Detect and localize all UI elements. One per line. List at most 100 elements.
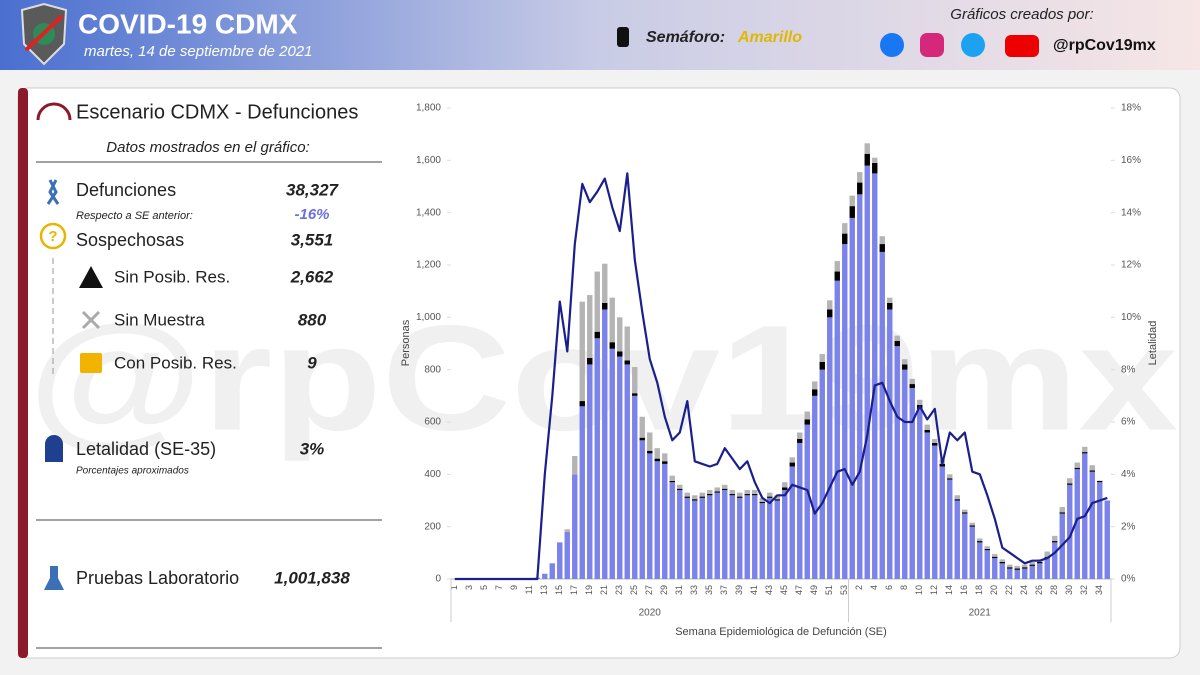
bar-segment [1067, 484, 1073, 579]
y-tick-label: 400 [424, 469, 441, 480]
bar-segment [714, 492, 720, 579]
x-tick-label: 10 [914, 585, 924, 595]
bar-segment [834, 271, 840, 281]
x-tick-label: 24 [1019, 585, 1029, 595]
bar-segment [1044, 551, 1050, 557]
bar-segment [1089, 470, 1095, 472]
bar-segment [924, 432, 930, 579]
bar-segment [662, 461, 668, 464]
bar-segment [864, 153, 870, 166]
bar-segment [1029, 561, 1035, 565]
bar-segment [729, 493, 735, 496]
x-tick-label: 16 [959, 585, 969, 595]
traffic-light-icon [617, 27, 629, 47]
bar-segment [609, 342, 615, 349]
youtube-icon[interactable] [1005, 35, 1039, 57]
letalidad-value: 3% [300, 439, 325, 458]
x-tick-label: 7 [494, 585, 504, 590]
bar-segment [1029, 564, 1035, 566]
bar-segment [782, 487, 788, 491]
bar-segment [602, 309, 608, 579]
x-icon [81, 310, 101, 330]
x-tick-label: 11 [524, 585, 534, 594]
bar-segment [917, 399, 923, 405]
bar-segment [744, 493, 750, 496]
bar-segment [1052, 542, 1058, 579]
x-tick-label: 8 [899, 585, 909, 590]
chart: Personas Letalidad Semana Epidemiológica… [400, 103, 1159, 638]
respecto-value: -16% [294, 206, 329, 223]
bar-segment [759, 503, 765, 579]
bar-segment [639, 437, 645, 441]
bar-segment [887, 297, 893, 303]
bar-segment [617, 317, 623, 352]
bar-segment [737, 497, 743, 579]
bar-segment [752, 495, 758, 579]
bar-segment [737, 496, 743, 498]
bar-segment [1074, 469, 1080, 579]
x-tick-label: 15 [554, 585, 564, 595]
y2-tick-label: 2% [1121, 521, 1136, 532]
bar-segment [767, 497, 773, 579]
panel-title: Escenario CDMX - Defunciones [76, 101, 358, 123]
bar-segment [804, 424, 810, 579]
y-tick-label: 600 [424, 417, 441, 428]
bar-segment [729, 495, 735, 579]
bar-segment [669, 475, 675, 481]
bar-segment [992, 558, 998, 579]
bar-segment [662, 463, 668, 579]
bar-segment [624, 326, 630, 361]
bar-segment [1007, 564, 1013, 568]
bar-segment [842, 223, 848, 234]
bar-segment [947, 479, 953, 579]
y2-tick-label: 18% [1121, 103, 1141, 114]
bar-segment [954, 499, 960, 501]
bar-segment [872, 173, 878, 579]
bar-segment [684, 497, 690, 579]
facebook-icon[interactable] [880, 33, 904, 57]
bar-segment [774, 495, 780, 500]
bar-segment [842, 244, 848, 580]
bar-segment [939, 466, 945, 579]
bar-segment [977, 541, 983, 543]
bar-segment [632, 393, 638, 396]
bar-segment [1067, 478, 1073, 484]
defunciones-label: Defunciones [76, 180, 176, 200]
bar-segment [617, 351, 623, 357]
bar-segment [834, 280, 840, 579]
bar-segment [1089, 471, 1095, 579]
twitter-icon[interactable] [961, 33, 985, 57]
bar-segment [872, 157, 878, 163]
y2-axis-title: Letalidad [1147, 321, 1159, 366]
x-tick-label: 17 [569, 585, 579, 595]
x-tick-label: 53 [839, 585, 849, 595]
bar-segment [579, 406, 585, 579]
bar-segment [557, 542, 563, 579]
bar-segment [669, 480, 675, 483]
flask-icon [44, 566, 64, 590]
bar-segment [564, 531, 570, 579]
bar-segment [962, 513, 968, 579]
y2-tick-label: 12% [1121, 260, 1141, 271]
bar-segment [1097, 482, 1103, 579]
letalidad-label: Letalidad (SE-35) [76, 439, 216, 459]
bar-segment [954, 495, 960, 500]
bar-segment [894, 346, 900, 579]
bar-segment [1059, 512, 1065, 514]
bar-segment [744, 495, 750, 579]
instagram-icon[interactable] [920, 33, 944, 57]
bar-segment [542, 573, 548, 579]
bar-segment [864, 165, 870, 580]
question-icon [39, 222, 67, 250]
bar-segment [1097, 480, 1103, 483]
x-tick-label: 34 [1094, 585, 1104, 595]
bar-segment [684, 492, 690, 497]
y2-tick-label: 14% [1121, 207, 1141, 218]
x-axis-title: Semana Epidemiológica de Defunción (SE) [675, 626, 887, 638]
x-tick-label: 45 [779, 585, 789, 595]
bar-segment [737, 492, 743, 497]
bar-segment [812, 395, 818, 579]
bar-segment [819, 361, 825, 370]
bar-segment [774, 499, 780, 501]
ribbon-icon [46, 179, 60, 205]
